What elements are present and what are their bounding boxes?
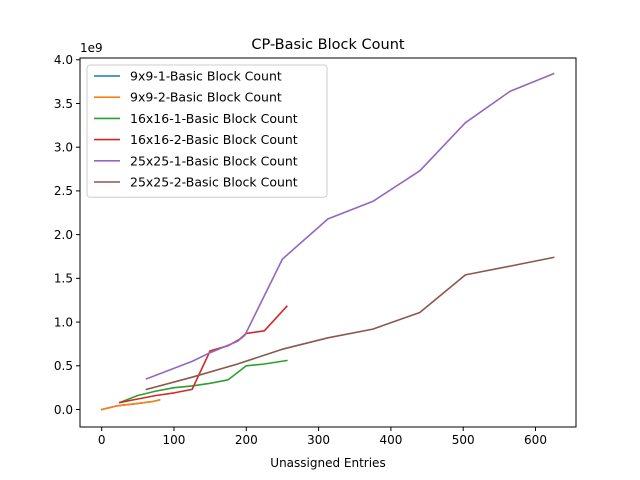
y-tick-label: 0.5 <box>54 359 73 373</box>
x-tick-label: 500 <box>452 433 475 447</box>
plot-lines <box>100 72 555 411</box>
chart-title: CP-Basic Block Count <box>251 37 404 53</box>
y-offset-text: 1e9 <box>80 41 103 55</box>
series-line-4 <box>145 72 555 380</box>
legend-entry: 16x16-2-Basic Block Count <box>130 132 298 147</box>
series-line-3 <box>118 305 288 404</box>
y-tick-label: 2.0 <box>54 228 73 242</box>
x-axis: 0 100 200 300 400 500 600 <box>98 427 547 447</box>
y-axis: 0.0 0.5 1.0 1.5 2.0 2.5 3.0 3.5 4.0 <box>54 53 80 417</box>
y-tick-label: 1.0 <box>54 315 73 329</box>
series-line-1 <box>100 398 161 411</box>
legend-entry: 16x16-1-Basic Block Count <box>130 111 298 126</box>
y-tick-label: 4.0 <box>54 53 73 67</box>
x-tick-label: 400 <box>379 433 402 447</box>
x-tick-label: 600 <box>524 433 547 447</box>
legend-entry: 25x25-2-Basic Block Count <box>130 175 298 190</box>
legend-entry: 9x9-2-Basic Block Count <box>130 90 282 105</box>
legend-entry: 25x25-1-Basic Block Count <box>130 153 298 168</box>
x-tick-label: 0 <box>98 433 106 447</box>
y-tick-label: 3.0 <box>54 140 73 154</box>
x-tick-label: 100 <box>163 433 186 447</box>
legend-entry: 9x9-1-Basic Block Count <box>130 69 282 84</box>
y-tick-label: 1.5 <box>54 272 73 286</box>
legend: 9x9-1-Basic Block Count 9x9-2-Basic Block… <box>86 64 328 198</box>
x-tick-label: 300 <box>307 433 330 447</box>
y-tick-label: 3.5 <box>54 97 73 111</box>
x-tick-label: 200 <box>235 433 258 447</box>
y-tick-label: 0.0 <box>54 403 73 417</box>
plot-frame <box>79 57 577 428</box>
legend-box <box>86 64 328 198</box>
y-tick-label: 2.5 <box>54 184 73 198</box>
series-line-2 <box>118 359 288 404</box>
x-axis-label: Unassigned Entries <box>270 456 385 470</box>
series-line-5 <box>145 256 555 391</box>
